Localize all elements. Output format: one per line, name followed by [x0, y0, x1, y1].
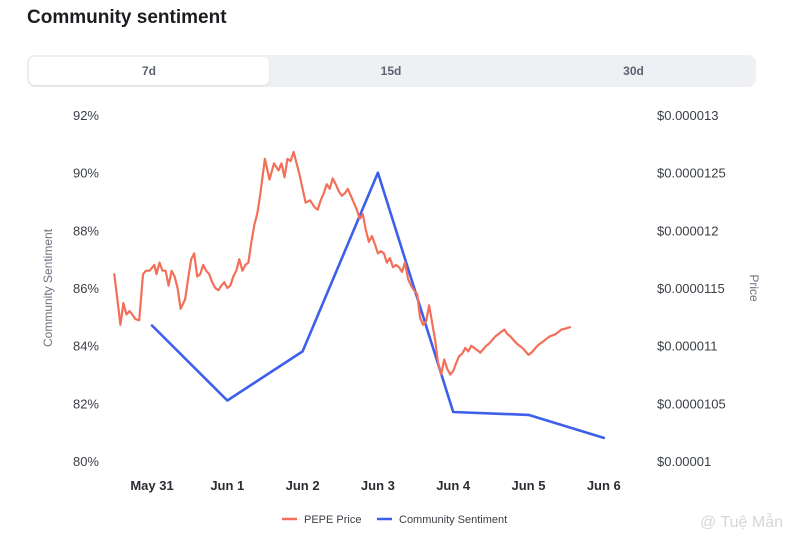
tab-7d[interactable]: 7d [29, 57, 269, 85]
left-tick-label: 82% [73, 396, 99, 411]
x-tick-label: Jun 2 [286, 478, 320, 493]
left-tick-label: 84% [73, 339, 99, 354]
community-sentiment-line [150, 171, 606, 440]
x-tick-label: Jun 1 [210, 478, 244, 493]
watermark: @ Tuệ Mẫn [700, 514, 783, 531]
pepe-price-line [113, 150, 572, 376]
left-axis-ticks: 92% 90% 88% 86% 84% 82% 80% [73, 108, 99, 469]
left-tick-label: 90% [73, 166, 99, 181]
right-tick-label: $0.0000105 [657, 396, 726, 411]
x-tick-label: May 31 [130, 478, 173, 493]
x-tick-label: Jun 5 [512, 478, 546, 493]
x-tick-label: Jun 6 [587, 478, 621, 493]
left-tick-label: 92% [73, 108, 99, 123]
x-axis-ticks: May 31 Jun 1 Jun 2 Jun 3 Jun 4 Jun 5 Jun 6 [130, 478, 620, 493]
left-tick-label: 88% [73, 223, 99, 238]
series-group [113, 150, 606, 440]
left-axis-label: Community Sentiment [41, 228, 55, 347]
right-tick-label: $0.0000125 [657, 166, 726, 181]
x-tick-label: Jun 4 [436, 478, 471, 493]
tab-15d[interactable]: 15d [380, 64, 402, 78]
right-tick-label: $0.000012 [657, 223, 718, 238]
left-tick-label: 80% [73, 454, 99, 469]
right-tick-label: $0.00001 [657, 454, 711, 469]
legend-label: Community Sentiment [399, 514, 507, 526]
right-tick-label: $0.0000115 [657, 281, 725, 296]
tab-30d[interactable]: 30d [623, 64, 644, 78]
legend-label: PEPE Price [304, 514, 361, 526]
legend: PEPE Price Community Sentiment [282, 514, 507, 526]
right-tick-label: $0.000013 [657, 108, 718, 123]
right-axis-label: Price [747, 274, 761, 302]
chart-title: Community sentiment [27, 7, 227, 28]
timeframe-tabs: 7d 15d 30d [27, 55, 756, 87]
left-tick-label: 86% [73, 281, 99, 296]
right-tick-label: $0.000011 [657, 339, 718, 354]
right-axis-ticks: $0.000013 $0.0000125 $0.000012 $0.0000115 $0… [657, 108, 726, 469]
x-tick-label: Jun 3 [361, 478, 395, 493]
